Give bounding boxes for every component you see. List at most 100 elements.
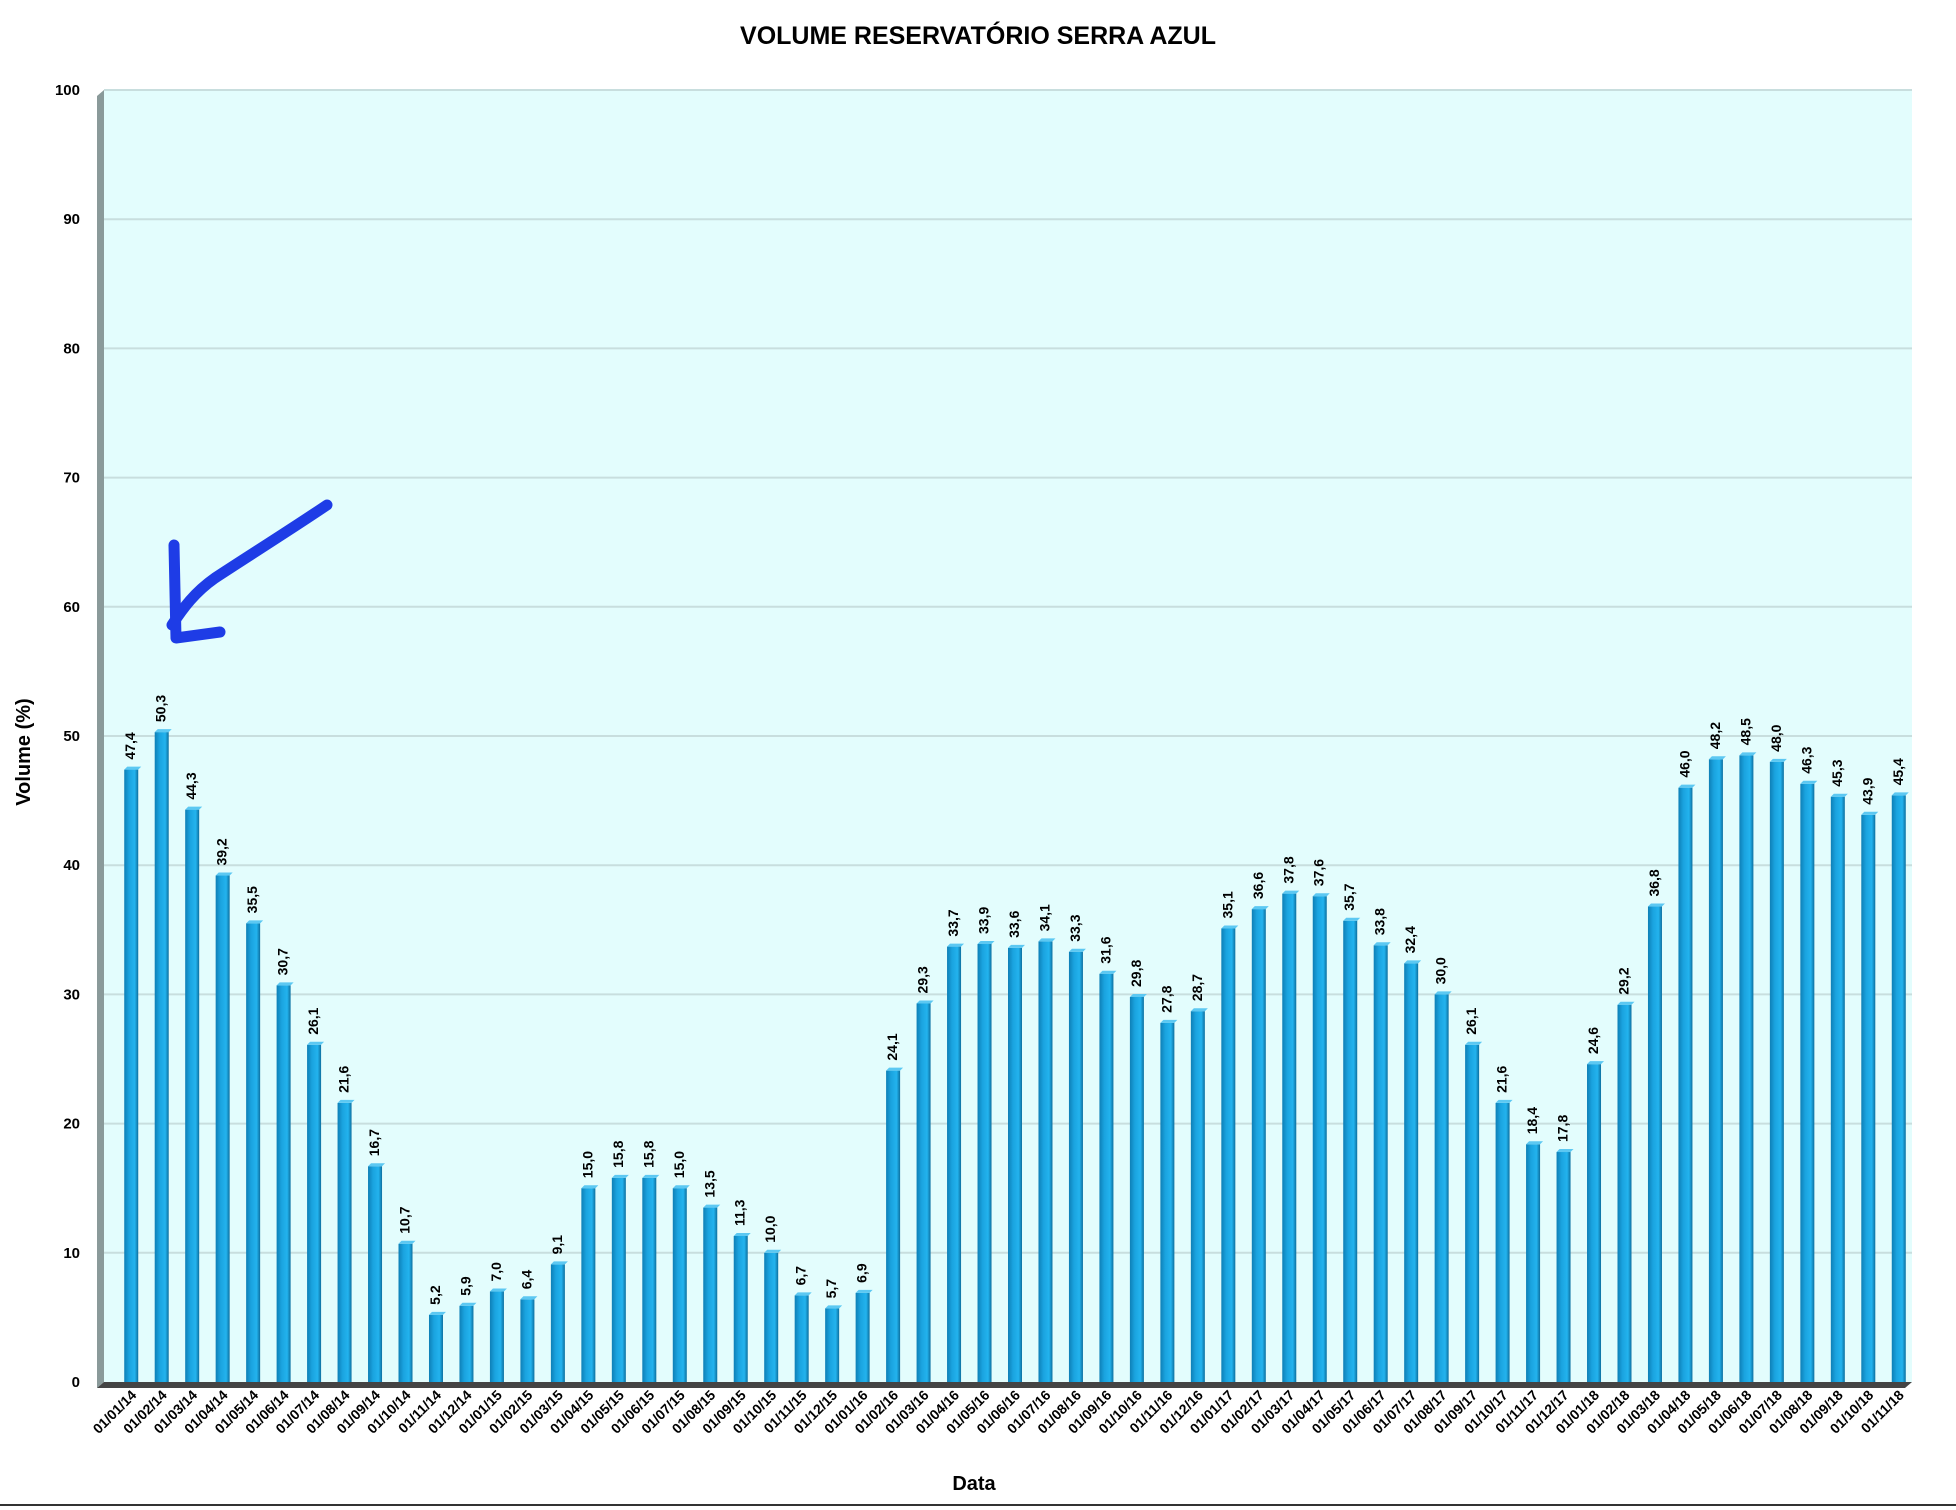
bar-top [398, 1240, 416, 1244]
y-axis-wall [97, 90, 104, 1388]
bar-top [1769, 758, 1787, 762]
bar [550, 1261, 568, 1382]
bar-top [1282, 890, 1300, 894]
y-tick-label: 100 [55, 82, 80, 99]
bar-body [977, 944, 992, 1382]
bar [124, 766, 142, 1382]
bar-top [1708, 756, 1726, 760]
bar [185, 806, 203, 1382]
value-label: 48,5 [1737, 718, 1753, 745]
bar-top [1434, 991, 1452, 995]
value-label: 13,5 [701, 1170, 717, 1197]
bar-body [886, 1070, 901, 1382]
bar-top [1068, 948, 1086, 952]
bar [1129, 993, 1147, 1382]
bar [1373, 942, 1391, 1382]
value-label: 34,1 [1036, 904, 1052, 931]
value-label: 5,2 [427, 1285, 443, 1305]
bar-body [1008, 947, 1022, 1382]
value-label: 10,0 [762, 1215, 778, 1242]
bar-top [246, 920, 264, 924]
bar-top [764, 1249, 782, 1253]
value-label: 50,3 [153, 695, 169, 722]
bar-top [489, 1288, 507, 1292]
value-label: 33,7 [945, 909, 961, 936]
bar-body [1099, 973, 1114, 1382]
bar-top [733, 1233, 751, 1237]
value-label: 33,6 [1006, 910, 1022, 937]
bar [1099, 970, 1117, 1382]
bar-body [1739, 755, 1754, 1382]
bar-top [1404, 960, 1422, 964]
bar-body [1129, 996, 1144, 1382]
bar-top [337, 1099, 355, 1103]
bar-top [154, 729, 172, 733]
bar [977, 941, 995, 1382]
bar-top [1190, 1008, 1208, 1012]
value-label: 30,0 [1433, 957, 1449, 984]
bar [276, 982, 294, 1382]
bar-body [246, 923, 261, 1382]
bar-top [703, 1204, 721, 1208]
bar [1708, 756, 1726, 1382]
bar-top [1251, 906, 1269, 910]
value-label: 35,5 [244, 886, 260, 913]
bar [794, 1292, 812, 1382]
value-label: 36,8 [1646, 869, 1662, 896]
bar [1800, 780, 1818, 1382]
bar-body [1404, 963, 1419, 1382]
bar-top [1678, 784, 1696, 788]
value-label: 28,7 [1189, 974, 1205, 1001]
value-label: 21,6 [336, 1065, 352, 1092]
bar-top [1160, 1019, 1178, 1023]
value-label: 15,0 [671, 1151, 687, 1178]
y-tick-label: 10 [63, 1245, 80, 1262]
bar [1343, 917, 1361, 1382]
bar-body [307, 1044, 322, 1382]
bar [1556, 1149, 1574, 1382]
value-label: 21,6 [1494, 1065, 1510, 1092]
bar-top [1312, 893, 1330, 897]
bar-body [398, 1243, 413, 1382]
bar-top [428, 1311, 446, 1315]
value-label: 33,9 [976, 907, 992, 934]
bar [1434, 991, 1452, 1382]
y-tick-label: 50 [63, 728, 80, 745]
bar-top [459, 1302, 477, 1306]
bar-top [1465, 1041, 1483, 1045]
bar-top [916, 1000, 934, 1004]
bar [1769, 758, 1787, 1382]
bar-top [1221, 925, 1239, 929]
y-tick-label: 60 [63, 599, 80, 616]
bar [855, 1289, 873, 1382]
value-label: 46,0 [1676, 750, 1692, 777]
value-label: 6,9 [854, 1263, 870, 1283]
bar-top [1587, 1061, 1605, 1065]
bar-body [1221, 928, 1236, 1382]
bar-body [1373, 945, 1388, 1382]
bar-top [1647, 903, 1665, 907]
value-label: 43,9 [1859, 777, 1875, 804]
value-label: 44,3 [183, 772, 199, 799]
bar-top [1861, 811, 1879, 815]
bar [337, 1099, 355, 1382]
value-label: 32,4 [1402, 926, 1418, 953]
bar [1282, 890, 1300, 1382]
bar [1891, 792, 1909, 1382]
bar [764, 1249, 782, 1382]
bar-body [1465, 1044, 1480, 1382]
bar-top [276, 982, 294, 986]
bar-top [886, 1067, 904, 1071]
bar-top [1891, 792, 1909, 796]
value-label: 45,4 [1890, 758, 1906, 785]
bar [489, 1288, 507, 1382]
y-tick-label: 90 [63, 211, 80, 228]
bar-body [1647, 906, 1662, 1382]
bar [1678, 784, 1696, 1382]
bar [1465, 1041, 1483, 1382]
bar-top [794, 1292, 812, 1296]
bar-top [1038, 938, 1056, 942]
value-label: 31,6 [1097, 936, 1113, 963]
value-label: 9,1 [549, 1235, 565, 1255]
